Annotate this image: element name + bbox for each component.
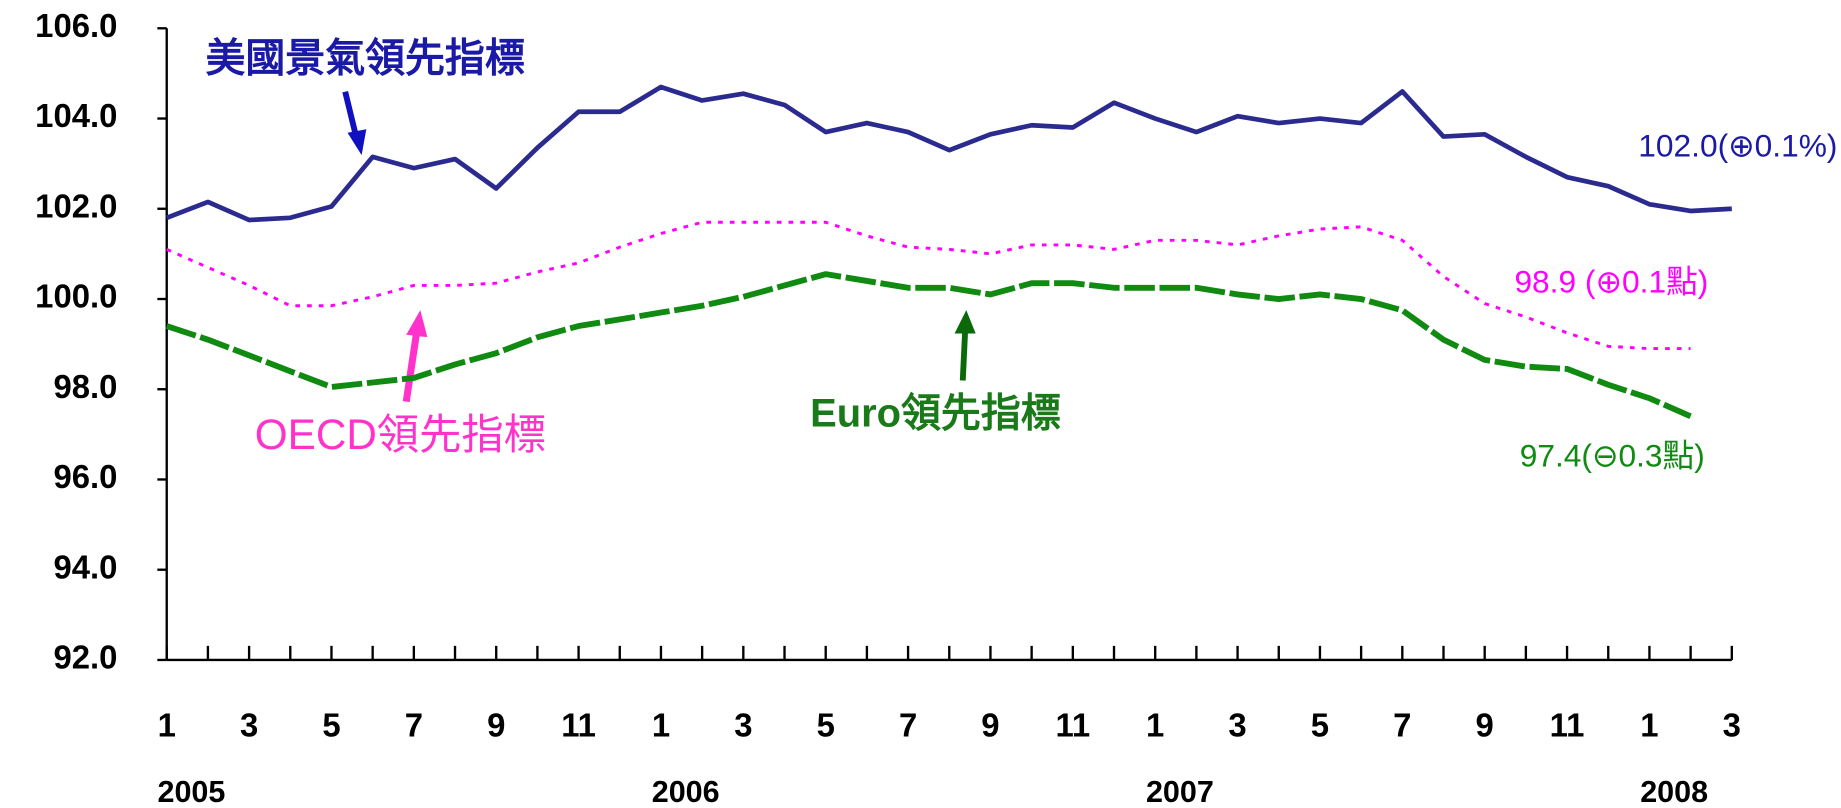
y-tick-label: 102.0 [35, 187, 117, 224]
series-name: Euro領先指標 [810, 390, 1061, 435]
y-tick-label: 92.0 [53, 639, 117, 676]
series-name: OECD領先指標 [255, 411, 546, 458]
x-tick-label: 11 [561, 707, 596, 744]
arrowhead [954, 310, 976, 334]
x-tick-label: 3 [1723, 707, 1741, 744]
y-tick-label: 94.0 [53, 548, 117, 585]
x-tick-label: 5 [817, 707, 835, 744]
x-tick-label: 3 [240, 707, 258, 744]
arrowhead [347, 129, 367, 156]
x-tick-label: 3 [734, 707, 752, 744]
year-label: 2005 [157, 775, 225, 808]
x-tick-label: 1 [158, 707, 176, 744]
x-tick-label: 1 [652, 707, 670, 744]
x-tick-label: 9 [487, 707, 505, 744]
end-label: 102.0(⊕0.1%) [1638, 127, 1837, 163]
x-tick-label: 9 [981, 707, 999, 744]
series-line [165, 271, 1692, 420]
end-label: 98.9 (⊕0.1點) [1514, 264, 1708, 300]
series-name: 美國景氣領先指標 [205, 36, 524, 81]
y-tick-label: 96.0 [53, 458, 117, 495]
x-tick-label: 7 [899, 707, 917, 744]
y-tick-label: 98.0 [53, 368, 117, 405]
y-tick-label: 106.0 [35, 7, 117, 44]
series-line [165, 84, 1732, 223]
arrowhead [406, 310, 428, 338]
year-label: 2008 [1640, 775, 1708, 808]
x-tick-label: 11 [1550, 707, 1585, 744]
x-tick-label: 5 [1311, 707, 1329, 744]
x-tick-label: 9 [1476, 707, 1494, 744]
year-label: 2007 [1146, 775, 1214, 808]
arrow [342, 90, 359, 136]
y-tick-label: 100.0 [35, 278, 117, 315]
x-tick-label: 7 [1393, 707, 1411, 744]
x-tick-label: 1 [1640, 707, 1658, 744]
y-tick-label: 104.0 [35, 97, 117, 134]
arrow [959, 331, 969, 381]
x-tick-label: 7 [405, 707, 423, 744]
year-label: 2006 [652, 775, 720, 808]
series-line [166, 220, 1691, 351]
x-tick-label: 5 [322, 707, 340, 744]
x-tick-label: 1 [1146, 707, 1164, 744]
x-tick-label: 11 [1055, 707, 1090, 744]
arrow [402, 330, 421, 403]
annotation-arrows [342, 90, 976, 403]
end-label: 97.4(⊖0.3點) [1520, 437, 1705, 473]
x-tick-label: 3 [1228, 707, 1246, 744]
